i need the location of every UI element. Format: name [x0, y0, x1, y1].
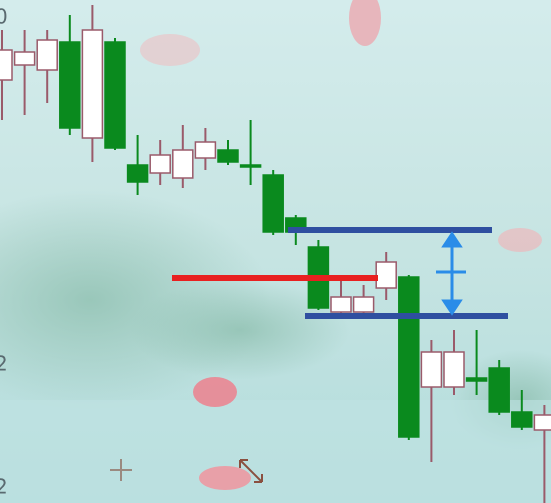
resize-icon: [239, 459, 263, 483]
candle-body: [104, 41, 126, 149]
petal: [140, 34, 200, 66]
candle-body: [262, 174, 284, 233]
petal: [498, 228, 542, 252]
crosshair-icon: [110, 459, 132, 481]
candle-body: [13, 51, 36, 66]
water: [0, 400, 551, 503]
candle-body: [420, 351, 443, 388]
candle-body: [375, 261, 397, 289]
y-tick-label: 2: [0, 475, 8, 499]
candle-body: [330, 296, 352, 313]
candle-body: [172, 149, 194, 179]
candle-body: [217, 149, 239, 163]
candle-body: [465, 377, 488, 382]
candle-body: [511, 411, 533, 428]
y-tick-label: 0: [0, 5, 8, 29]
candle-body: [533, 414, 551, 431]
candle-body: [443, 351, 465, 388]
petal: [349, 0, 381, 46]
candle-body: [81, 29, 104, 139]
candle-body: [352, 296, 375, 313]
candles: [0, 5, 551, 503]
candle-body: [149, 154, 171, 174]
candle-body: [398, 276, 420, 438]
petal: [193, 377, 237, 407]
candle-body: [126, 164, 149, 183]
scenery: [130, 280, 350, 380]
candle-body: [239, 164, 262, 168]
candle-body: [36, 39, 58, 71]
candle-body: [194, 141, 217, 159]
candle-body: [488, 367, 510, 413]
candle-body: [59, 41, 81, 129]
petal: [199, 466, 251, 490]
y-tick-label: 2: [0, 352, 8, 376]
range-arrow: [436, 231, 466, 316]
candle-body: [0, 49, 13, 81]
